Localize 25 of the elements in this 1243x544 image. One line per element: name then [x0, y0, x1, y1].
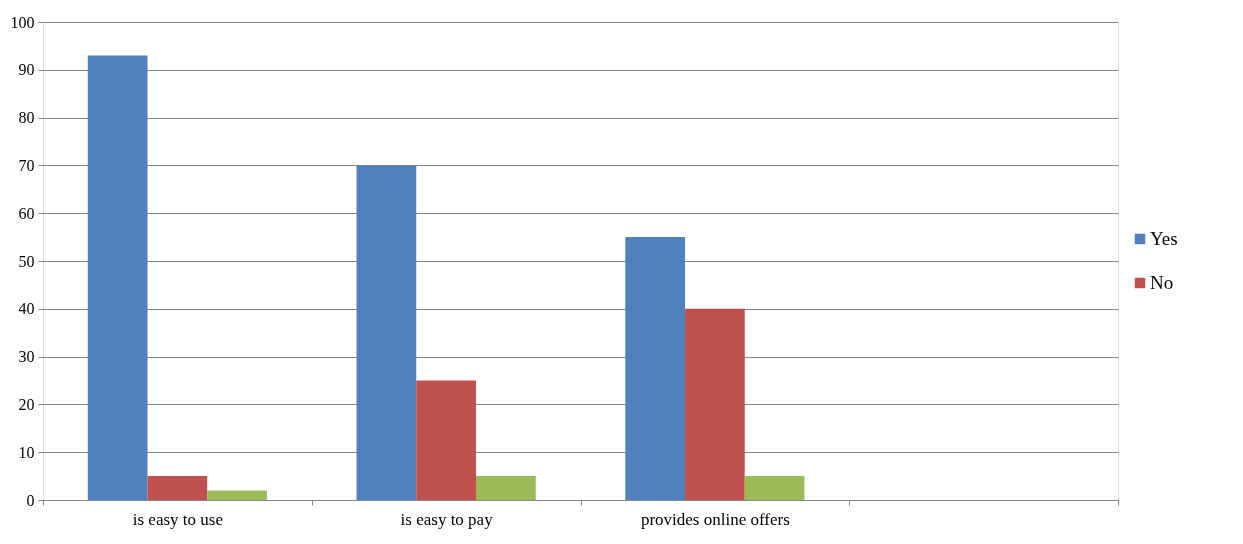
y-tick-label: 30 [18, 348, 35, 366]
y-tick-label: 100 [10, 13, 35, 31]
bar [744, 476, 805, 500]
y-tick-label: 10 [18, 443, 35, 461]
x-tick-label: is easy to use [132, 509, 223, 529]
y-tick-label: 40 [18, 300, 35, 318]
legend-label: Yes [1150, 228, 1178, 249]
bar [87, 55, 148, 500]
y-tick-label: 0 [26, 491, 35, 509]
legend-label: No [1150, 272, 1174, 293]
y-tick-label: 50 [18, 252, 35, 270]
bar [207, 490, 267, 500]
y-tick-label: 90 [18, 61, 35, 79]
bar [356, 165, 417, 500]
bar [685, 308, 745, 500]
y-tick-label: 60 [18, 204, 35, 222]
bar [475, 476, 536, 500]
x-tick-label: is easy to pay [400, 509, 494, 529]
x-tick-label: provides online offers [640, 509, 790, 529]
y-tick-label: 70 [18, 156, 35, 174]
bar [625, 237, 686, 500]
y-tick-label: 20 [18, 395, 35, 413]
bar [147, 476, 208, 500]
y-tick-label: 80 [18, 109, 35, 127]
bar [416, 380, 476, 500]
